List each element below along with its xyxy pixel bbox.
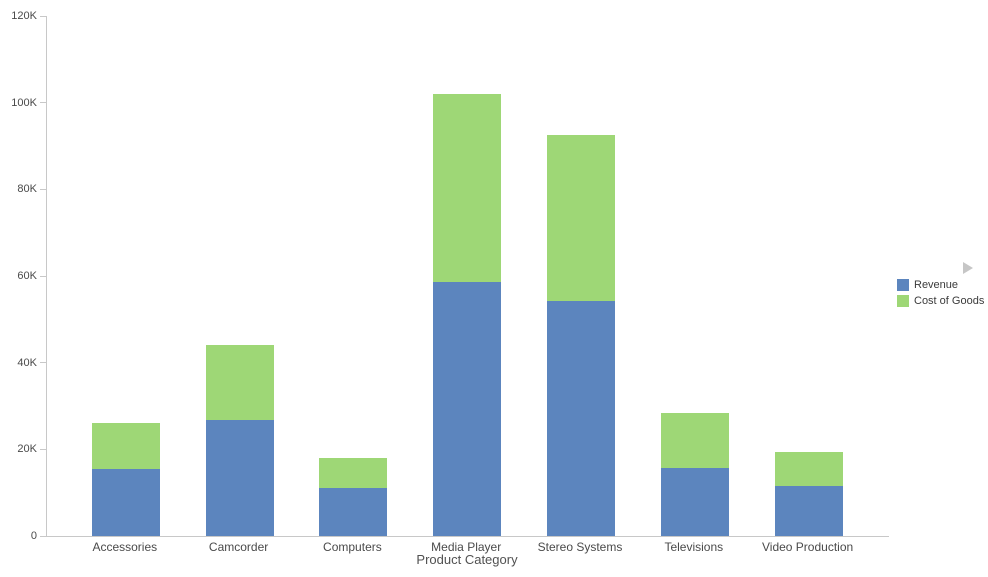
bar-segment-cost-of-goods[interactable]	[433, 93, 502, 282]
bar-segment-revenue[interactable]	[774, 486, 843, 536]
bar-segment-revenue[interactable]	[319, 488, 388, 536]
bar-segment-cost-of-goods[interactable]	[91, 423, 160, 469]
y-tick-mark	[40, 15, 47, 17]
bar-segment-cost-of-goods[interactable]	[774, 452, 843, 487]
legend: Revenue Cost of Goods	[897, 279, 984, 311]
bar-stack-televisions	[660, 413, 729, 536]
bar-segment-cost-of-goods[interactable]	[319, 457, 388, 489]
legend-scroll-right-icon[interactable]	[963, 262, 973, 274]
bar-stack-media-player	[433, 93, 502, 536]
legend-item-cost-of-goods[interactable]: Cost of Goods	[897, 295, 984, 307]
x-category-label: Media Player	[431, 540, 502, 554]
legend-swatch-icon	[897, 295, 909, 307]
bar-segment-revenue[interactable]	[433, 281, 502, 536]
x-category-label: Televisions	[664, 540, 724, 554]
y-tick-mark	[40, 362, 47, 364]
y-tick-label: 0	[30, 530, 37, 542]
x-axis-title: Product Category	[416, 552, 518, 567]
y-tick-label: 40K	[17, 356, 37, 369]
bar-stack-camcorder	[205, 344, 274, 536]
bar-stack-stereo-systems	[547, 135, 615, 536]
x-category-label: Accessories	[92, 540, 158, 554]
bar-stack-computers	[319, 457, 388, 536]
plot-area: 0 20K 40K 60K 80K 100K 120K	[11, 10, 889, 542]
legend-swatch-icon	[897, 279, 909, 291]
bar-segment-cost-of-goods[interactable]	[547, 135, 615, 301]
bar-segment-revenue[interactable]	[547, 300, 615, 536]
bar-segment-cost-of-goods[interactable]	[205, 344, 274, 420]
bar-segment-revenue[interactable]	[660, 467, 729, 536]
y-tick-mark	[40, 102, 47, 104]
y-tick-mark	[40, 535, 47, 537]
bar-segment-revenue[interactable]	[205, 419, 274, 536]
bar-stack-video-production	[774, 452, 843, 536]
y-tick-label: 60K	[17, 270, 37, 282]
x-category-label: Video Production	[761, 540, 854, 554]
bar-stack-accessories	[91, 423, 160, 536]
y-tick-mark	[40, 275, 47, 277]
legend-label: Cost of Goods	[914, 295, 985, 307]
legend-label: Revenue	[914, 279, 959, 291]
y-tick-label: 80K	[17, 183, 37, 196]
y-tick-mark	[40, 448, 47, 450]
x-category-label: Camcorder	[208, 540, 269, 554]
x-category-label: Computers	[323, 540, 382, 554]
bar-segment-revenue[interactable]	[91, 468, 160, 536]
x-category-label: Stereo Systems	[537, 540, 623, 554]
y-tick-label: 120K	[11, 10, 37, 22]
bar-segment-cost-of-goods[interactable]	[660, 413, 729, 468]
y-tick-mark	[40, 188, 47, 190]
y-tick-label: 100K	[11, 96, 37, 109]
y-tick-label: 20K	[17, 443, 37, 456]
legend-item-revenue[interactable]: Revenue	[897, 279, 984, 291]
